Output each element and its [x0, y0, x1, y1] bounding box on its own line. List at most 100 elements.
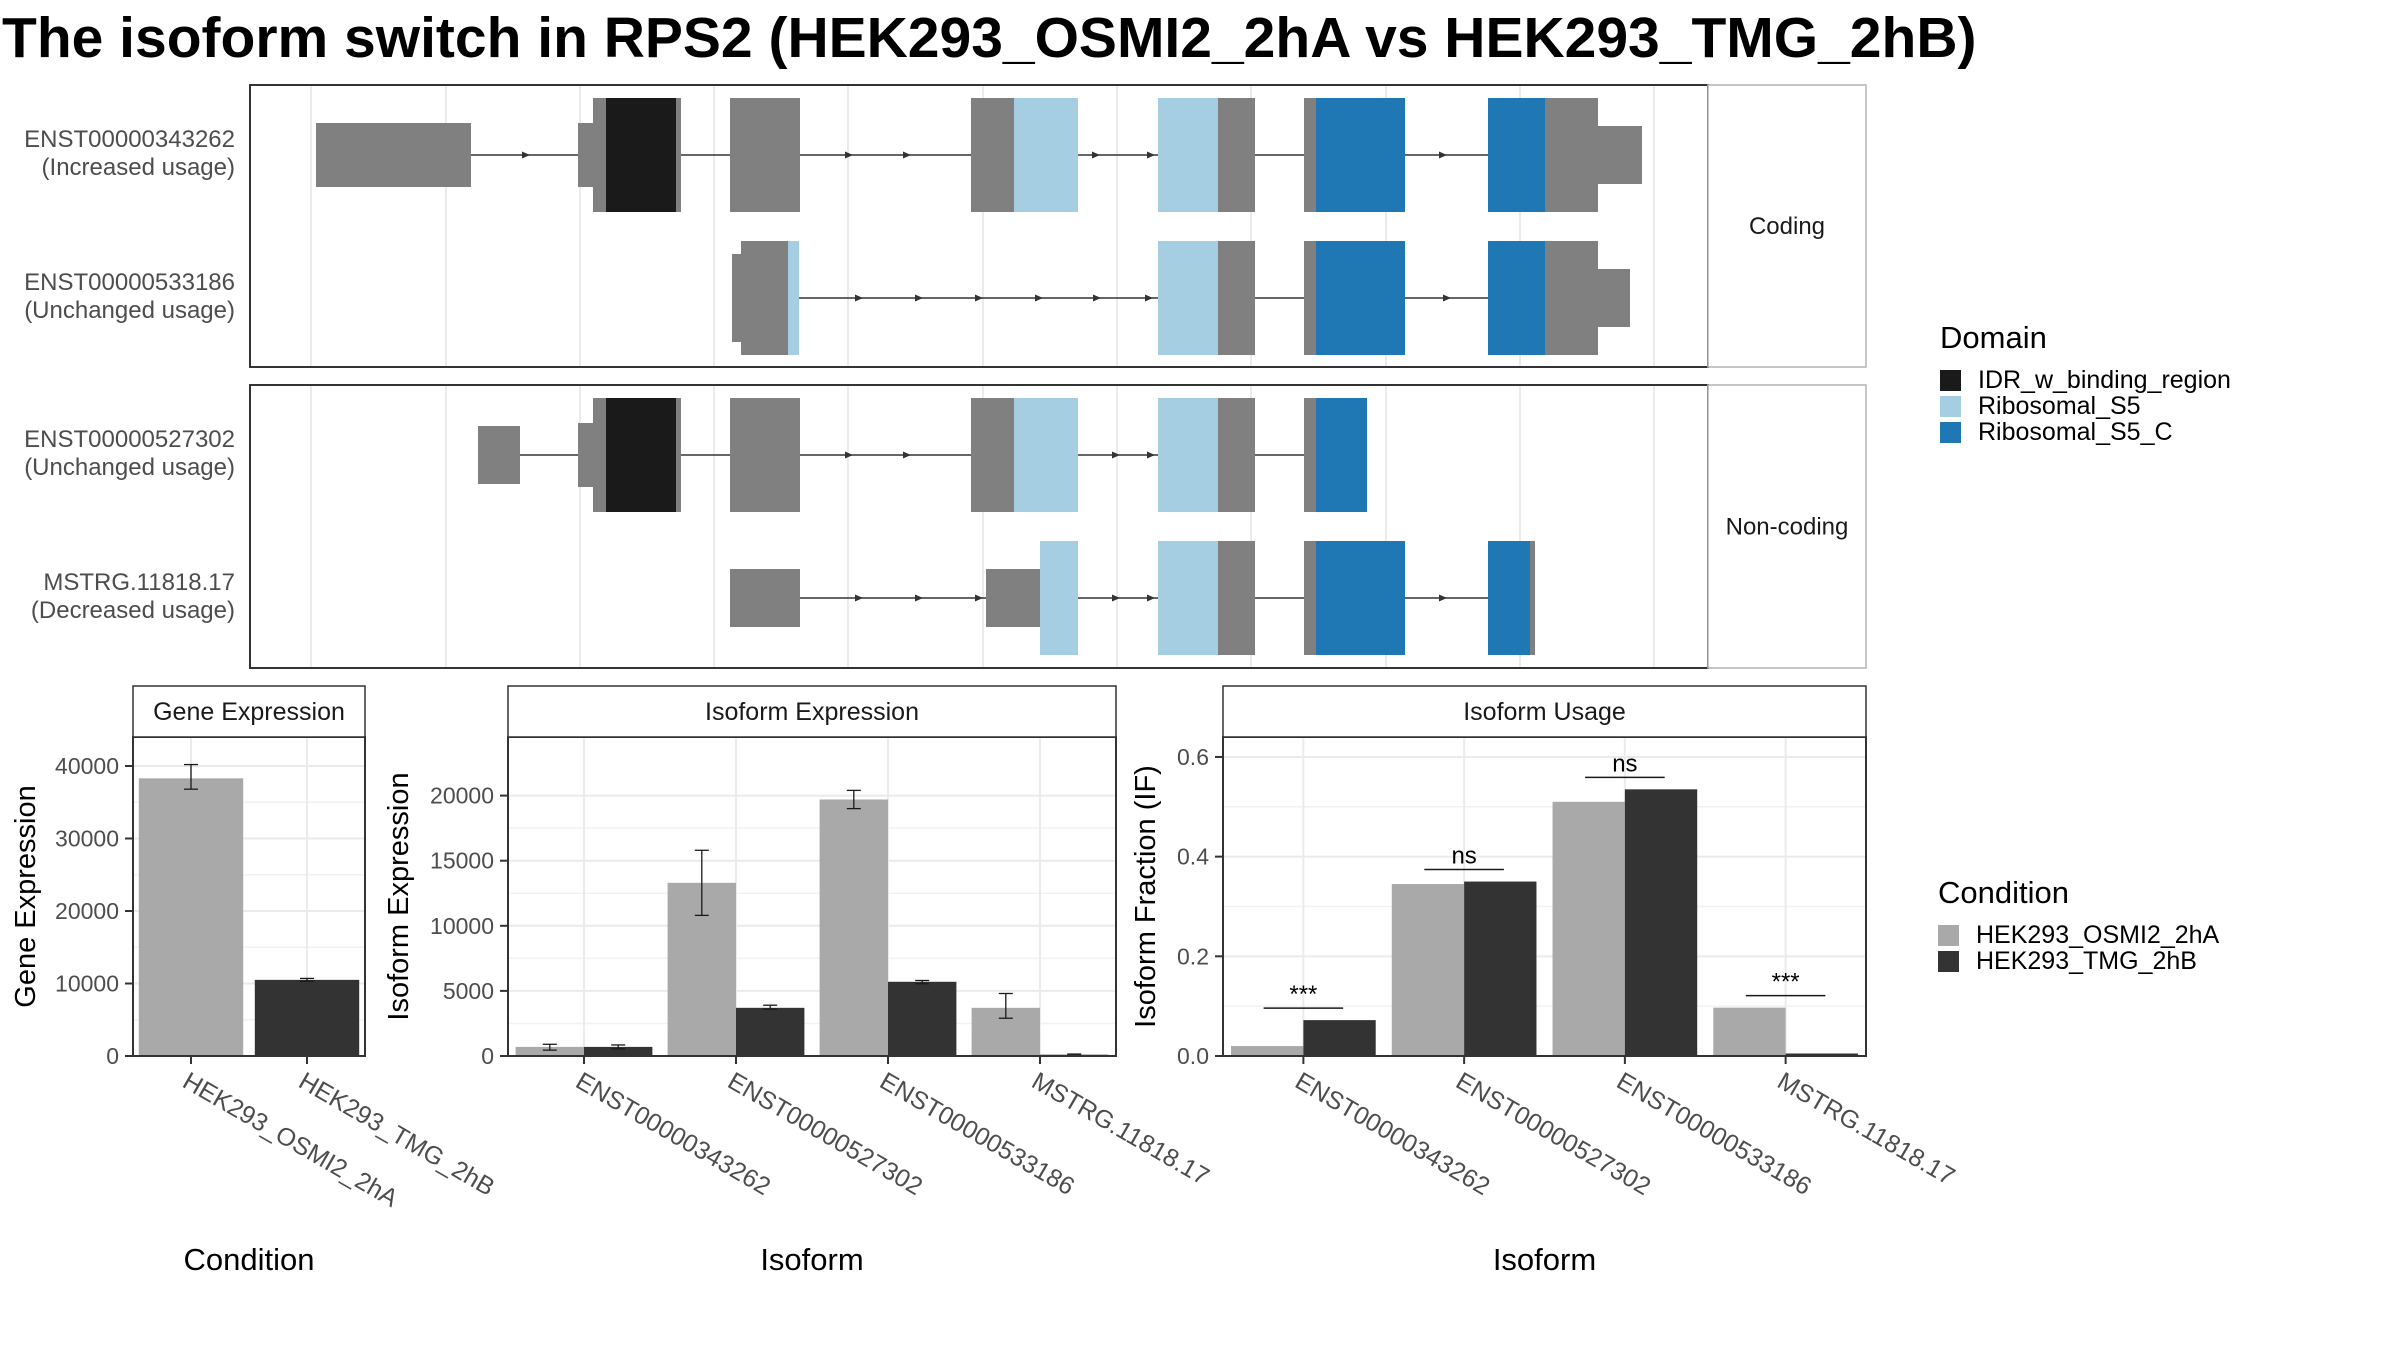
bar — [1624, 789, 1698, 1056]
exon-block — [478, 426, 520, 484]
exon-block — [1316, 241, 1405, 355]
isoform-usage-label: (Unchanged usage) — [24, 454, 235, 481]
intron-direction-arrow — [845, 151, 853, 159]
exon-block — [1598, 269, 1630, 327]
intron-direction-arrow — [1145, 294, 1153, 302]
panel-title: Isoform Usage — [1463, 698, 1626, 726]
isoform-usage-label: (Unchanged usage) — [24, 297, 235, 324]
exon-block — [593, 398, 606, 512]
facet-strip — [1707, 84, 1867, 368]
exon-block — [741, 241, 788, 355]
x-axis-title: Condition — [184, 1242, 315, 1277]
y-tick-label: 5000 — [443, 978, 494, 1004]
x-tick-label: HEK293_OSMI2_2hA — [178, 1067, 403, 1213]
exon-block — [1218, 241, 1255, 355]
intron-direction-arrow — [1092, 151, 1100, 159]
significance-label: ns — [1451, 843, 1476, 870]
exon-block — [1316, 398, 1367, 512]
exon-block — [971, 98, 1014, 212]
condition-legend-label: HEK293_OSMI2_2hA — [1976, 921, 2220, 949]
domain-legend-key — [1940, 422, 1961, 443]
exon-block — [1158, 541, 1218, 655]
bar — [888, 981, 957, 1056]
intron-direction-arrow — [903, 151, 911, 159]
figure-title: The isoform switch in RPS2 (HEK293_OSMI2… — [2, 6, 1976, 70]
exon-block — [676, 98, 681, 212]
exon-block — [316, 123, 471, 187]
domain-legend-label: IDR_w_binding_region — [1978, 366, 2231, 394]
bar — [1391, 884, 1465, 1056]
y-axis-title: Gene Expression — [10, 785, 42, 1007]
exon-block — [578, 123, 593, 187]
intron-direction-arrow — [903, 451, 911, 459]
x-axis-title: Isoform — [760, 1242, 863, 1277]
transcript-structure-panel: ENST00000343262(Increased usage) ENST0000… — [24, 84, 1867, 669]
exon-block — [578, 423, 593, 487]
exon-block — [788, 241, 799, 355]
condition-legend-key — [1938, 925, 1959, 946]
bar — [1464, 881, 1537, 1056]
intron-direction-arrow — [1093, 294, 1101, 302]
exon-block — [1158, 398, 1218, 512]
isoform-id-label: MSTRG.11818.17 — [43, 569, 235, 596]
condition-legend-label: HEK293_TMG_2hB — [1976, 947, 2197, 975]
exon-block — [1304, 98, 1316, 212]
intron-direction-arrow — [1147, 151, 1155, 159]
intron-direction-arrow — [1439, 151, 1447, 159]
bar — [584, 1046, 653, 1056]
domain-legend-key — [1940, 396, 1961, 417]
intron-direction-arrow — [1147, 451, 1155, 459]
y-tick-label: 30000 — [55, 826, 119, 852]
intron-direction-arrow — [1112, 594, 1120, 602]
panel-title: Isoform Expression — [705, 698, 919, 726]
exon-block — [1304, 241, 1316, 355]
legend: Domain IDR_w_binding_regionRibosomal_S5Ri… — [1938, 320, 2231, 975]
panel-title-strip — [507, 685, 1117, 738]
intron-direction-arrow — [522, 151, 530, 159]
panel-title-strip — [132, 685, 366, 738]
isoform-usage-label: (Increased usage) — [42, 154, 235, 181]
bar — [254, 979, 360, 1056]
y-tick-label: 40000 — [55, 753, 119, 779]
bar — [138, 778, 244, 1056]
exon-block — [1218, 541, 1255, 655]
exon-block — [676, 398, 681, 512]
exon-block — [730, 98, 800, 212]
intron-direction-arrow — [1112, 451, 1120, 459]
y-tick-label: 0 — [106, 1043, 119, 1069]
significance-label: *** — [1772, 969, 1800, 996]
exon-block — [1014, 98, 1078, 212]
domain-legend-title: Domain — [1940, 320, 2047, 355]
plot-background — [508, 737, 1116, 1056]
bar — [1713, 1007, 1786, 1056]
intron-direction-arrow — [1439, 594, 1447, 602]
intron-direction-arrow — [1035, 294, 1043, 302]
exon-block — [606, 398, 676, 512]
exon-block — [971, 398, 1014, 512]
intron-direction-arrow — [845, 451, 853, 459]
bar — [736, 1007, 805, 1056]
isoform-id-label: ENST00000343262 — [24, 126, 235, 153]
y-tick-label: 0 — [481, 1043, 494, 1069]
y-tick-label: 10000 — [55, 971, 119, 997]
facet-strip-label: Non-coding — [1726, 514, 1849, 541]
exon-block — [1488, 98, 1545, 212]
intron-direction-arrow — [1443, 294, 1451, 302]
exon-block — [986, 569, 1040, 627]
exon-block — [1304, 398, 1316, 512]
y-tick-label: 0.0 — [1177, 1043, 1209, 1069]
intron-direction-arrow — [915, 594, 923, 602]
exon-block — [1316, 541, 1405, 655]
panel-title-strip — [1222, 685, 1867, 738]
bar — [1785, 1053, 1858, 1056]
y-tick-label: 0.6 — [1177, 744, 1209, 770]
exon-block — [730, 569, 800, 627]
condition-legend-title: Condition — [1938, 875, 2069, 910]
bar-chart-panel: Isoform Expression05000100001500020000EN… — [383, 685, 1214, 1277]
exon-block — [1158, 241, 1218, 355]
facet-strip — [1707, 384, 1867, 669]
bar-chart-panel: Gene Expression 0 10000 20000 30000 40000 HEK2… — [10, 685, 499, 1277]
domain-legend-label: Ribosomal_S5 — [1978, 392, 2141, 420]
